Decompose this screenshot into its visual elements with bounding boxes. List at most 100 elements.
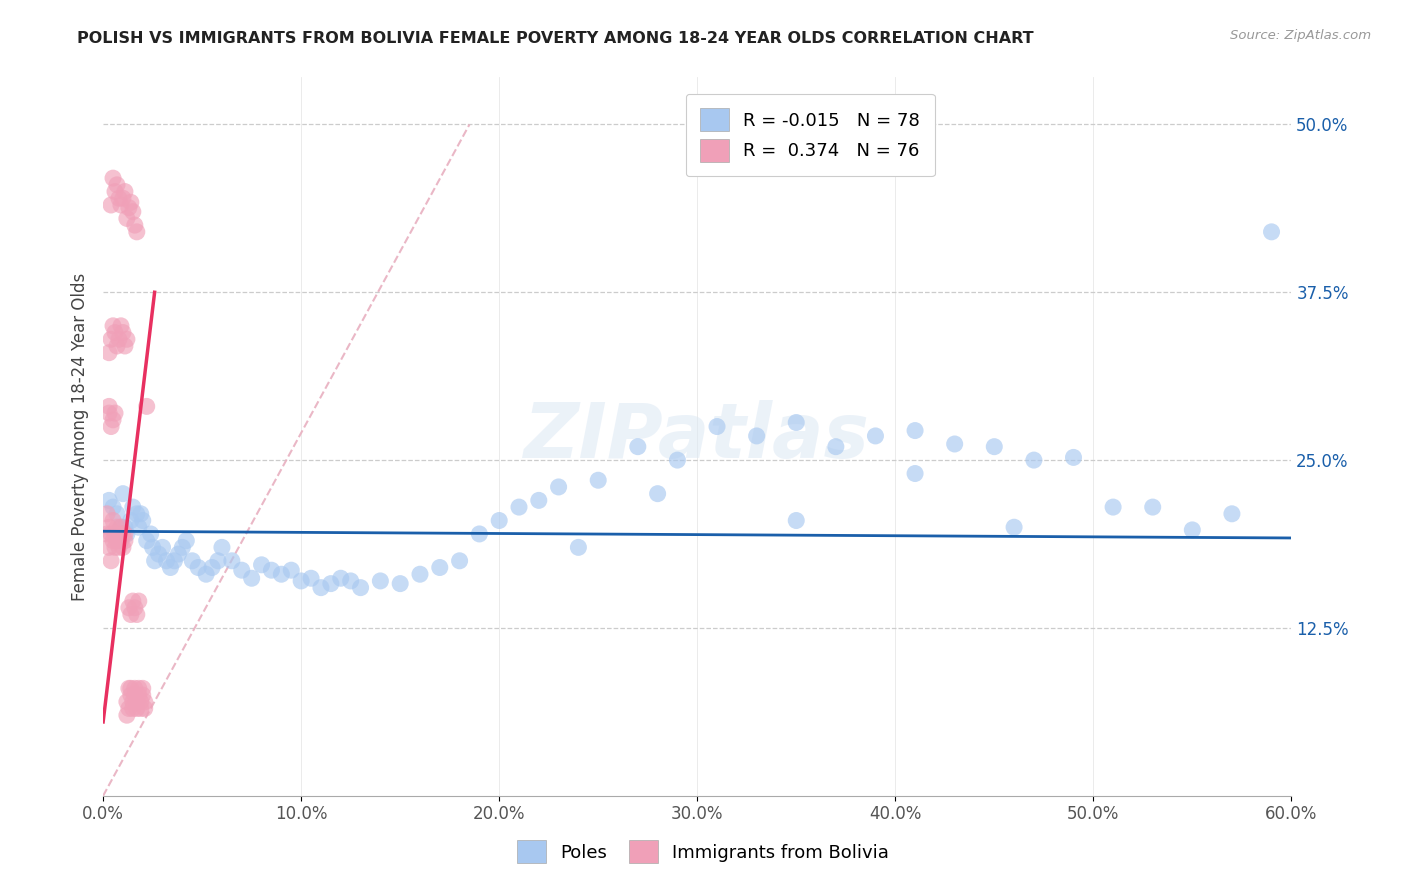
Point [647, 486, 669, 500]
Point [100, 419, 122, 434]
Point [231, 563, 253, 577]
Point [409, 567, 432, 582]
Point [429, 560, 451, 574]
Point [319, 576, 342, 591]
Point [114, 339, 136, 353]
Point [187, 560, 209, 574]
Point [118, 681, 141, 696]
Point [105, 507, 128, 521]
Point [666, 453, 689, 467]
Point [143, 554, 166, 568]
Point [586, 473, 609, 487]
Point [104, 185, 127, 199]
Point [195, 567, 218, 582]
Point [129, 507, 152, 521]
Point [100, 527, 122, 541]
Point [172, 541, 194, 555]
Point [98, 493, 121, 508]
Point [110, 533, 132, 548]
Point [865, 429, 887, 443]
Point [104, 406, 127, 420]
Point [142, 541, 165, 555]
Point [1142, 500, 1164, 514]
Point [139, 527, 162, 541]
Legend: R = -0.015   N = 78, R =  0.374   N = 76: R = -0.015 N = 78, R = 0.374 N = 76 [686, 94, 935, 176]
Point [201, 560, 224, 574]
Point [96, 507, 118, 521]
Point [111, 541, 134, 555]
Point [339, 574, 361, 588]
Point [115, 708, 138, 723]
Point [105, 339, 128, 353]
Point [349, 581, 371, 595]
Point [124, 688, 146, 702]
Point [110, 318, 132, 333]
Point [132, 514, 155, 528]
Point [105, 533, 128, 548]
Point [115, 695, 138, 709]
Point [181, 554, 204, 568]
Point [904, 424, 927, 438]
Point [1063, 450, 1085, 465]
Point [125, 225, 148, 239]
Point [221, 554, 243, 568]
Point [488, 514, 510, 528]
Point [124, 218, 146, 232]
Point [101, 500, 124, 514]
Point [121, 695, 143, 709]
Point [211, 541, 233, 555]
Point [250, 558, 273, 572]
Point [167, 547, 190, 561]
Point [240, 571, 263, 585]
Point [943, 437, 966, 451]
Point [104, 326, 127, 340]
Point [128, 594, 150, 608]
Point [125, 607, 148, 622]
Point [329, 571, 352, 585]
Point [120, 607, 142, 622]
Point [104, 541, 127, 555]
Point [627, 440, 650, 454]
Point [121, 204, 143, 219]
Point [148, 547, 170, 561]
Point [101, 413, 124, 427]
Point [118, 701, 141, 715]
Point [111, 191, 134, 205]
Point [101, 533, 124, 548]
Point [135, 533, 157, 548]
Point [207, 554, 229, 568]
Point [508, 500, 530, 514]
Point [98, 406, 121, 420]
Point [110, 198, 132, 212]
Point [527, 493, 550, 508]
Point [176, 533, 198, 548]
Point [111, 527, 134, 541]
Point [110, 520, 132, 534]
Point [449, 554, 471, 568]
Point [114, 185, 136, 199]
Point [115, 527, 138, 541]
Point [114, 533, 136, 548]
Point [125, 695, 148, 709]
Point [98, 520, 121, 534]
Point [111, 486, 134, 500]
Y-axis label: Female Poverty Among 18-24 Year Olds: Female Poverty Among 18-24 Year Olds [72, 272, 89, 600]
Point [567, 541, 589, 555]
Point [983, 440, 1005, 454]
Point [118, 201, 141, 215]
Point [108, 541, 131, 555]
Point [121, 594, 143, 608]
Point [110, 520, 132, 534]
Point [163, 554, 186, 568]
Text: POLISH VS IMMIGRANTS FROM BOLIVIA FEMALE POVERTY AMONG 18-24 YEAR OLDS CORRELATI: POLISH VS IMMIGRANTS FROM BOLIVIA FEMALE… [77, 31, 1033, 46]
Point [132, 681, 155, 696]
Point [98, 400, 121, 414]
Point [121, 701, 143, 715]
Point [155, 554, 177, 568]
Point [1220, 507, 1243, 521]
Point [120, 195, 142, 210]
Legend: Poles, Immigrants from Bolivia: Poles, Immigrants from Bolivia [508, 831, 898, 872]
Point [389, 576, 412, 591]
Point [260, 563, 283, 577]
Point [111, 326, 134, 340]
